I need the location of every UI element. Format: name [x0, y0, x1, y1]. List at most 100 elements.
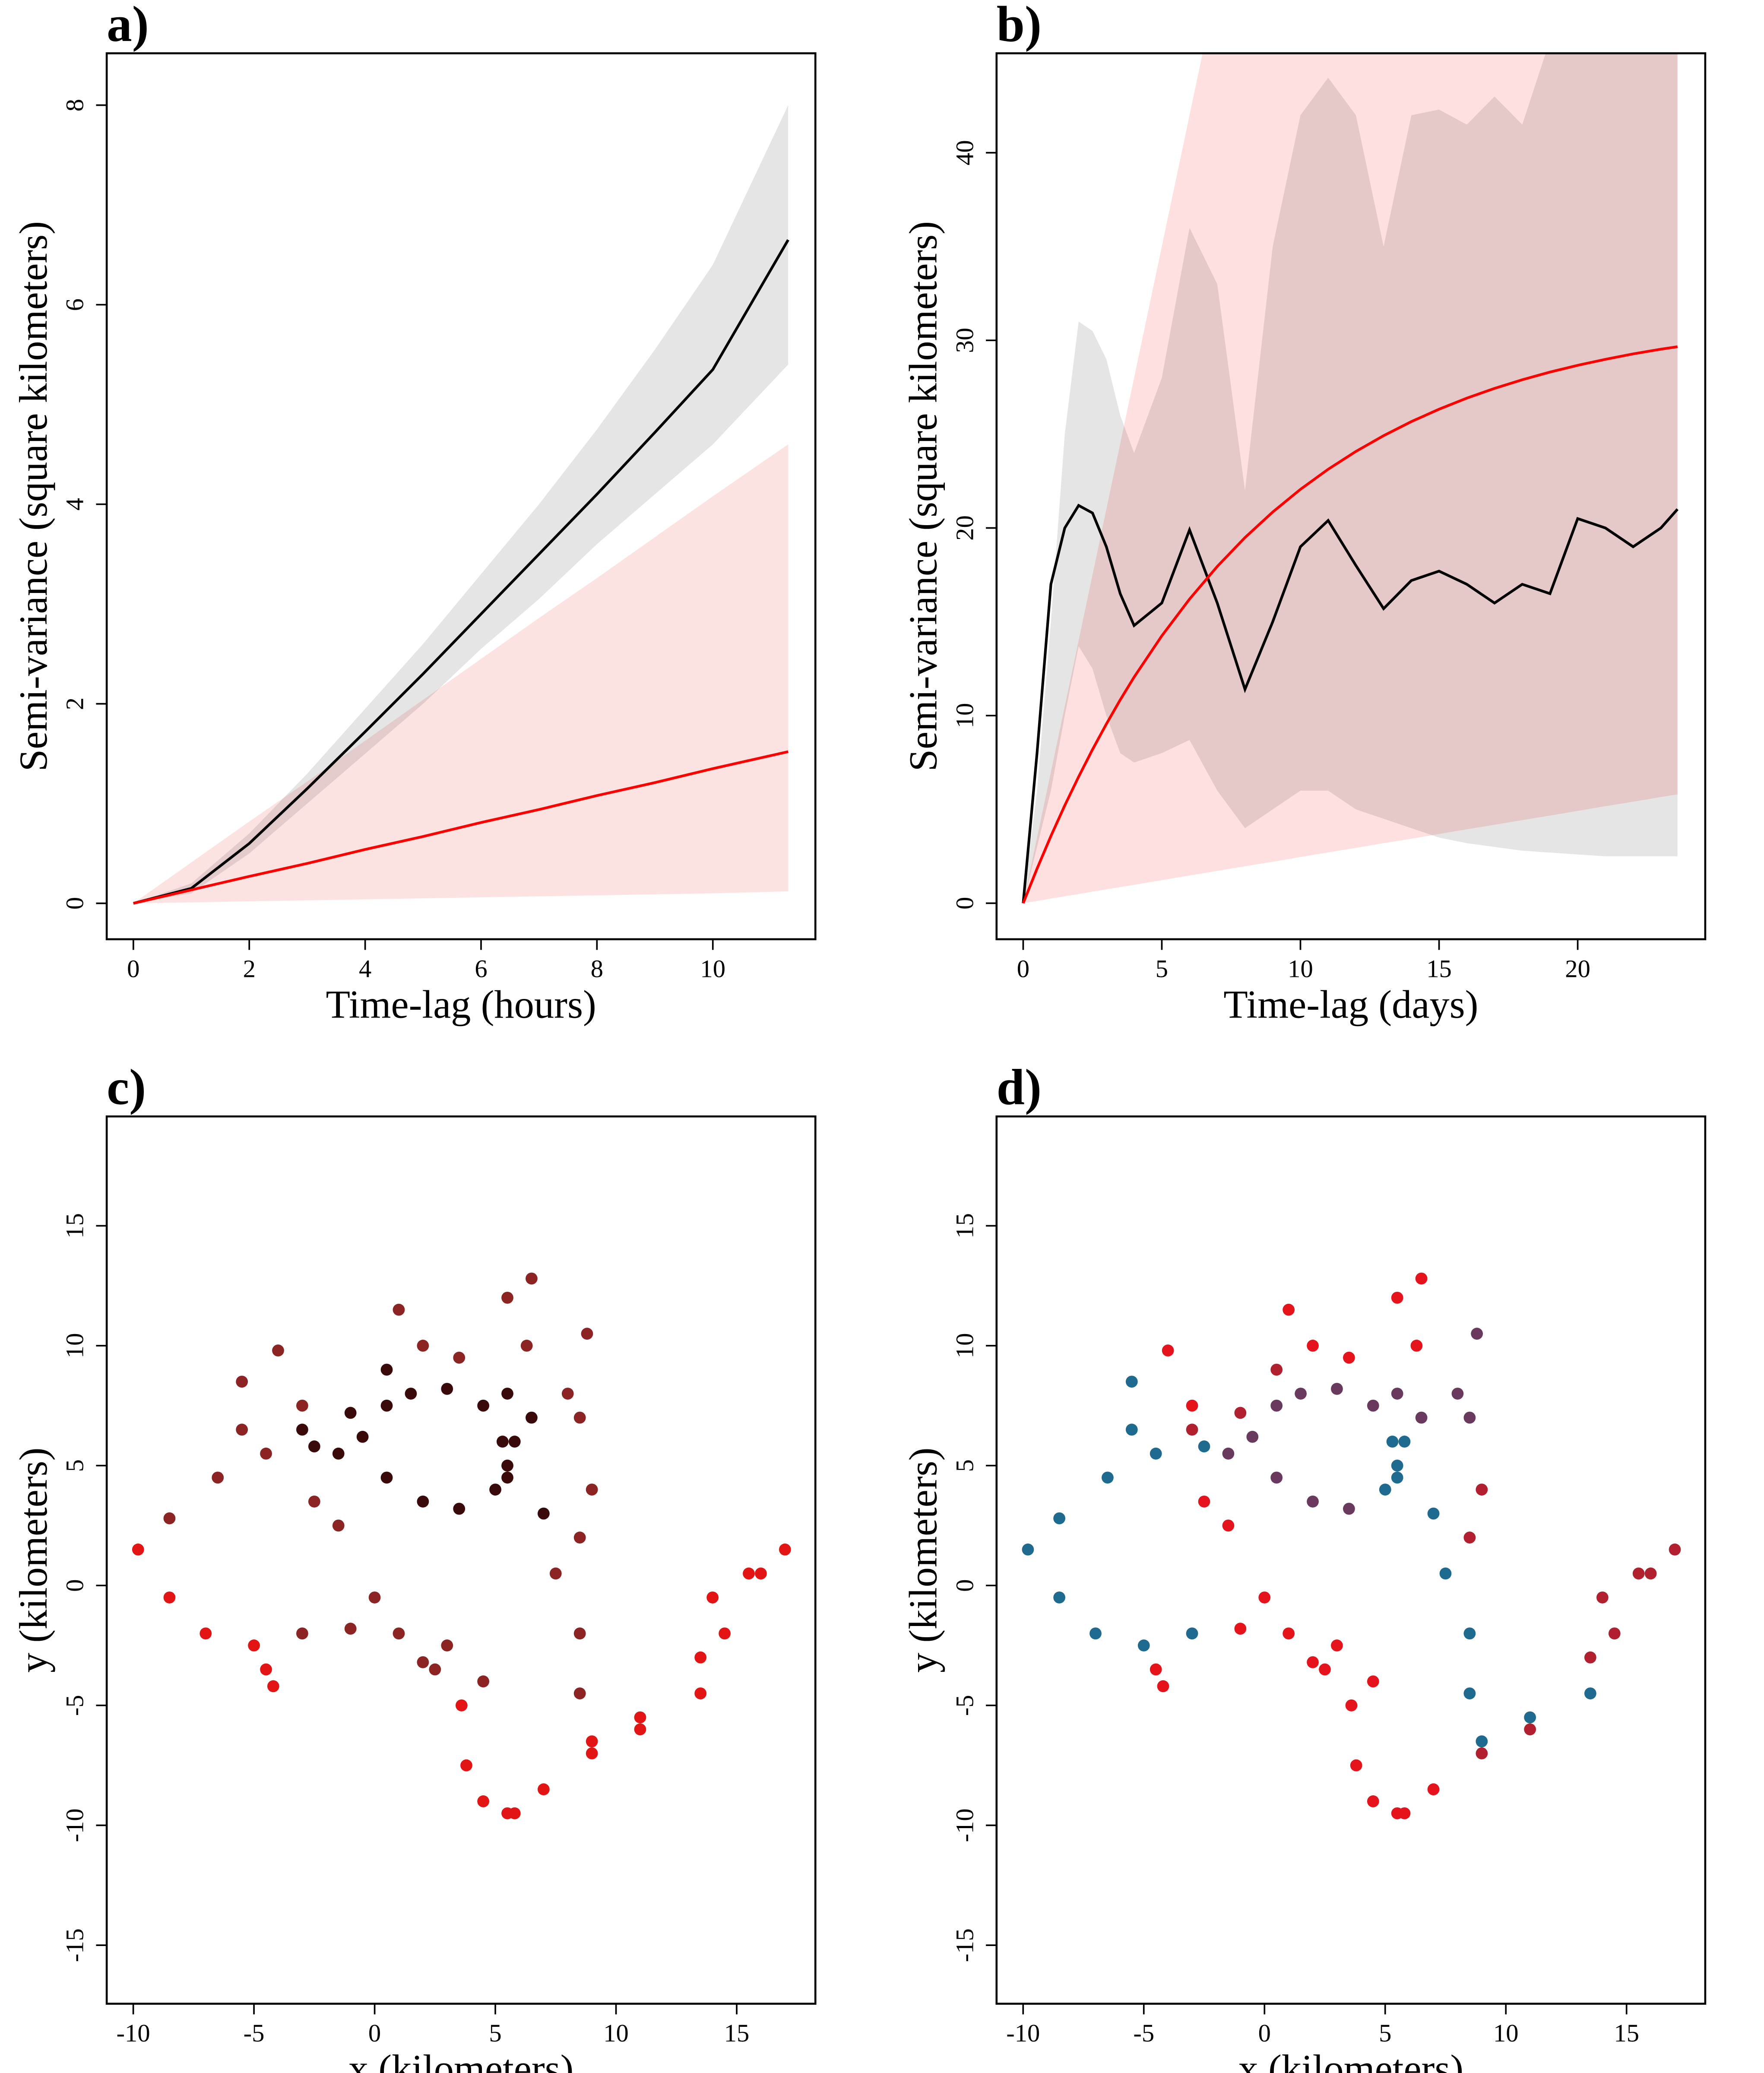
plot-frame: [105, 1115, 817, 2005]
point: [441, 1639, 453, 1651]
point: [1596, 1591, 1609, 1604]
point: [694, 1651, 707, 1664]
y-tick-label: 15: [61, 1213, 89, 1239]
point: [417, 1340, 429, 1352]
line: [1022, 345, 1678, 904]
point: [1350, 1759, 1362, 1772]
point: [1463, 1411, 1476, 1424]
point: [380, 1471, 393, 1484]
point: [573, 1531, 586, 1544]
point: [1427, 1783, 1440, 1796]
x-tick-label: 15: [724, 2019, 750, 2047]
point: [1234, 1407, 1247, 1419]
point: [417, 1656, 429, 1668]
point: [1644, 1567, 1657, 1580]
x-tick-label: 0: [127, 954, 139, 983]
y-tick-label: -15: [950, 1928, 979, 1962]
point: [460, 1759, 472, 1772]
point: [634, 1711, 646, 1724]
y-tick-label: 10: [61, 1333, 89, 1359]
point: [267, 1680, 279, 1693]
x-axis-label: x (kilometers): [1238, 2047, 1464, 2073]
point: [163, 1512, 176, 1525]
point: [1053, 1591, 1066, 1604]
x-tick-label: 8: [591, 954, 603, 983]
point: [1608, 1627, 1621, 1640]
point: [1283, 1303, 1295, 1316]
x-tick-label: 10: [1288, 954, 1313, 983]
point: [1186, 1399, 1198, 1412]
line: [1022, 504, 1679, 903]
point: [477, 1675, 489, 1688]
point: [380, 1399, 393, 1412]
x-axis-label: x (kilometers): [348, 2047, 574, 2073]
line: [133, 750, 789, 905]
y-tick-label: 0: [950, 1579, 979, 1592]
point: [1632, 1567, 1645, 1580]
y-tick-label: 0: [950, 897, 979, 910]
x-tick-label: 4: [359, 954, 371, 983]
point: [1022, 1544, 1034, 1556]
point: [586, 1747, 598, 1759]
point: [508, 1807, 521, 1819]
point: [1669, 1544, 1681, 1556]
x-tick-label: -10: [117, 2019, 150, 2047]
point: [561, 1388, 574, 1400]
plot-area: [133, 105, 789, 905]
point: [1386, 1436, 1399, 1448]
point: [260, 1663, 272, 1676]
y-tick-label: -10: [61, 1808, 89, 1842]
point: [1427, 1507, 1440, 1520]
point: [1343, 1502, 1355, 1515]
point: [1524, 1723, 1536, 1736]
panel: c) -10 -5 0 5 10 15 -15 -10 -5 0 5 10 15 x (kilometers…: [12, 1059, 817, 2073]
point: [453, 1351, 466, 1364]
point: [393, 1627, 405, 1640]
panel: d) -10 -5 0 5 10 15 -15 -10 -5 0 5 10 15 x (kilometers…: [902, 1059, 1707, 2073]
point: [1307, 1495, 1319, 1508]
point: [581, 1328, 593, 1340]
y-tick-label: 40: [950, 140, 979, 165]
point: [1307, 1656, 1319, 1668]
point: [405, 1388, 417, 1400]
point: [1150, 1447, 1162, 1460]
point: [1102, 1471, 1114, 1484]
point: [719, 1627, 731, 1640]
y-tick-label: 20: [950, 515, 979, 541]
confidence-band: [1023, 53, 1678, 903]
x-tick-label: 0: [1017, 954, 1029, 983]
point: [368, 1591, 381, 1604]
point: [1391, 1471, 1403, 1484]
point: [477, 1795, 489, 1807]
y-tick-label: 5: [61, 1459, 89, 1472]
point: [1186, 1627, 1198, 1640]
point: [393, 1303, 405, 1316]
point: [1258, 1591, 1271, 1604]
panel-title: d): [997, 1059, 1042, 1115]
y-tick-label: 10: [950, 1333, 979, 1359]
point: [236, 1376, 248, 1388]
point: [1463, 1687, 1476, 1699]
point: [1584, 1687, 1596, 1699]
y-tick-label: 4: [61, 498, 89, 510]
plot-frame: [995, 1115, 1707, 2005]
point: [272, 1344, 284, 1357]
point: [573, 1687, 586, 1699]
point: [1270, 1471, 1283, 1484]
point: [455, 1699, 468, 1712]
point: [779, 1544, 791, 1556]
y-tick-label: 15: [950, 1213, 979, 1239]
point: [308, 1495, 320, 1508]
point: [1471, 1328, 1483, 1340]
point: [1367, 1795, 1379, 1807]
x-tick-label: 0: [368, 2019, 381, 2047]
point: [1476, 1735, 1488, 1748]
point: [296, 1423, 308, 1436]
x-tick-label: -10: [1006, 2019, 1040, 2047]
line: [133, 239, 789, 905]
point: [1307, 1340, 1319, 1352]
point: [1198, 1440, 1210, 1453]
point: [501, 1471, 513, 1484]
x-tick-label: -5: [1133, 2019, 1154, 2047]
